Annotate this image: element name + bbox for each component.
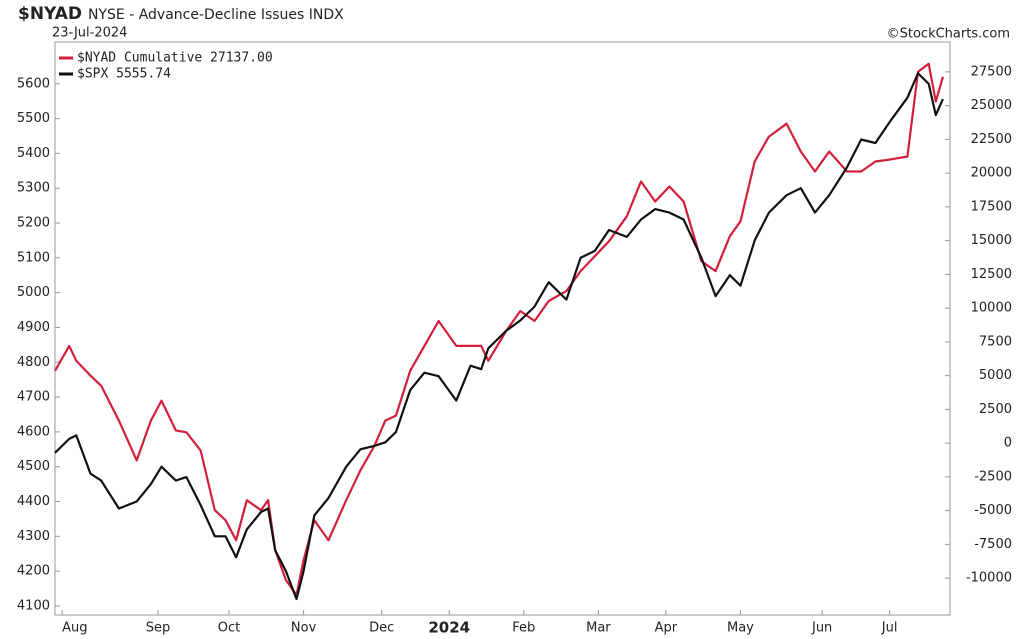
- y2-tick-label: -7500: [974, 537, 1012, 552]
- symbol: $NYAD: [18, 4, 82, 24]
- y2-tick-label: 25000: [971, 98, 1012, 113]
- x-tick-label: Sep: [146, 621, 171, 636]
- series-line: [54, 62, 944, 597]
- x-tick-label: Apr: [655, 621, 678, 636]
- x-tick-label: Dec: [369, 621, 394, 636]
- y2-tick-label: 20000: [971, 166, 1012, 181]
- y2-tick-label: -2500: [974, 469, 1012, 484]
- x-tick-label: Jun: [811, 621, 832, 636]
- y-tick-label: 4600: [17, 424, 50, 439]
- chart-date: 23-Jul-2024: [52, 26, 127, 41]
- y2-tick-label: 0: [1004, 436, 1012, 451]
- chart-title: NYSE - Advance-Decline Issues INDX: [88, 7, 344, 23]
- y2-tick-label: 12500: [971, 267, 1012, 282]
- y-tick-label: 5200: [17, 216, 50, 231]
- credit: ©StockCharts.com: [887, 27, 1010, 42]
- y2-tick-label: 15000: [971, 233, 1012, 248]
- y2-tick-label: 17500: [971, 199, 1012, 214]
- y-tick-label: 5500: [17, 111, 50, 126]
- legend-label: $SPX 5555.74: [77, 67, 171, 82]
- y2-tick-label: 22500: [971, 132, 1012, 147]
- x-tick-label: Aug: [62, 621, 87, 636]
- y-tick-label: 5400: [17, 146, 50, 161]
- x-tick-label: Oct: [218, 621, 240, 636]
- y-tick-label: 4900: [17, 320, 50, 335]
- x-tick-label: May: [727, 621, 754, 636]
- y-tick-label: 4200: [17, 564, 50, 579]
- y-tick-label: 5300: [17, 181, 50, 196]
- y2-tick-label: 27500: [971, 64, 1012, 79]
- y-tick-label: 4300: [17, 529, 50, 544]
- plot-frame: [54, 41, 951, 616]
- x-tick-label: Jul: [881, 621, 898, 636]
- y-tick-label: 4700: [17, 390, 50, 405]
- y-tick-label: 4800: [17, 355, 50, 370]
- y2-tick-label: 5000: [979, 368, 1012, 383]
- y-tick-label: 4500: [17, 459, 50, 474]
- y-tick-label: 5600: [17, 76, 50, 91]
- y2-tick-label: 10000: [971, 301, 1012, 316]
- x-tick-label: Feb: [512, 621, 535, 636]
- series-line: [54, 72, 944, 601]
- x-tick-label: Nov: [291, 621, 317, 636]
- y-tick-label: 5000: [17, 285, 50, 300]
- y-tick-label: 4400: [17, 494, 50, 509]
- y-tick-label: 4100: [17, 598, 50, 613]
- x-tick-label: Mar: [586, 621, 611, 636]
- y2-tick-label: -5000: [974, 503, 1012, 518]
- y2-tick-label: 2500: [979, 402, 1012, 417]
- y2-tick-label: 7500: [979, 334, 1012, 349]
- legend-label: $NYAD Cumulative 27137.00: [77, 51, 273, 66]
- x-tick-label: 2024: [428, 619, 470, 637]
- y2-tick-label: -10000: [966, 571, 1012, 586]
- y-tick-label: 5100: [17, 250, 50, 265]
